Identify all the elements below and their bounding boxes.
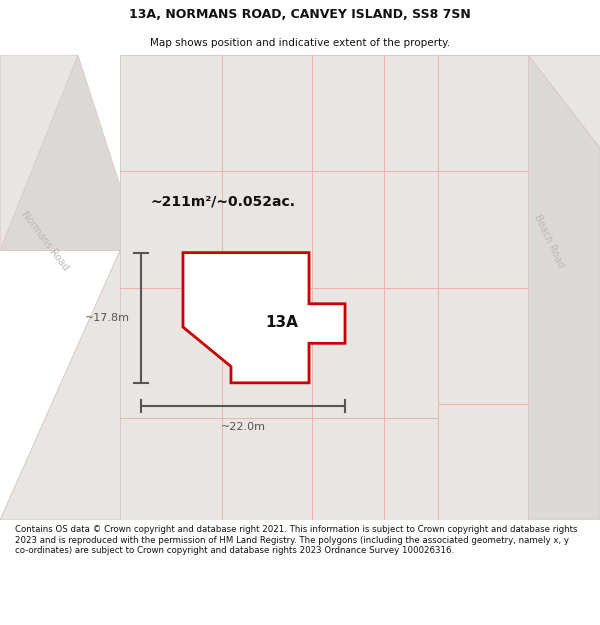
Polygon shape <box>0 250 228 520</box>
Polygon shape <box>0 55 120 250</box>
Polygon shape <box>438 55 600 520</box>
Text: 13A: 13A <box>266 315 298 330</box>
Polygon shape <box>120 171 438 288</box>
Polygon shape <box>438 55 528 171</box>
Text: ~22.0m: ~22.0m <box>221 422 265 432</box>
Polygon shape <box>183 253 345 383</box>
Polygon shape <box>0 55 228 520</box>
Text: Contains OS data © Crown copyright and database right 2021. This information is : Contains OS data © Crown copyright and d… <box>15 525 577 555</box>
Polygon shape <box>528 55 600 148</box>
Text: 13A, NORMANS ROAD, CANVEY ISLAND, SS8 7SN: 13A, NORMANS ROAD, CANVEY ISLAND, SS8 7S… <box>129 8 471 21</box>
Polygon shape <box>438 171 528 288</box>
Text: ~211m²/~0.052ac.: ~211m²/~0.052ac. <box>150 194 295 209</box>
Text: Normans Road: Normans Road <box>19 209 71 272</box>
Text: Map shows position and indicative extent of the property.: Map shows position and indicative extent… <box>150 38 450 48</box>
Polygon shape <box>120 418 438 520</box>
Polygon shape <box>120 55 438 171</box>
Polygon shape <box>438 404 528 520</box>
Text: ~17.8m: ~17.8m <box>85 312 130 322</box>
Text: Beach Road: Beach Road <box>532 213 566 269</box>
Polygon shape <box>438 288 528 404</box>
Polygon shape <box>120 288 438 418</box>
